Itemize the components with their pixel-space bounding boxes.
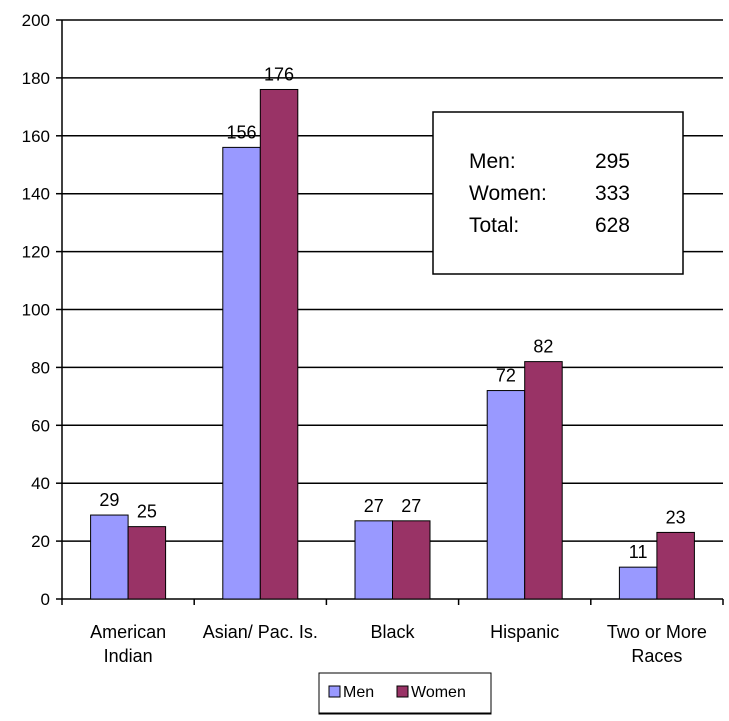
- summary-label-1: Women:: [469, 182, 547, 205]
- bar-women-3: [524, 361, 563, 600]
- x-category-label-2-0: Black: [370, 622, 415, 642]
- data-label-men-4: 11: [629, 542, 648, 562]
- y-tick-label-120: 120: [22, 243, 50, 262]
- data-label-women-4: 23: [666, 507, 686, 527]
- data-label-women-2: 27: [401, 496, 421, 516]
- y-tick-label-100: 100: [22, 301, 50, 320]
- x-category-label-4-0: Two or More: [607, 622, 707, 642]
- bar-men-2: [354, 520, 393, 600]
- y-tick-label-0: 0: [41, 590, 50, 609]
- y-tick-label-180: 180: [22, 69, 50, 88]
- data-label-women-0: 25: [137, 502, 157, 522]
- legend-swatch-women: [396, 685, 409, 698]
- data-label-men-3: 72: [496, 366, 516, 386]
- y-tick-label-20: 20: [31, 532, 50, 551]
- legend-label-men: Men: [343, 684, 374, 701]
- data-label-women-1: 176: [264, 64, 294, 84]
- bar-women-2: [392, 520, 431, 600]
- data-label-men-2: 27: [364, 496, 384, 516]
- bar-women-4: [656, 531, 695, 600]
- legend-label-women: Women: [411, 684, 466, 701]
- bar-women-1: [259, 88, 299, 600]
- bar-men-3: [486, 390, 526, 600]
- summary-value-2: 628: [595, 214, 630, 237]
- x-category-label-4-1: Races: [631, 646, 682, 666]
- bar-men-1: [222, 146, 261, 600]
- summary-label-2: Total:: [469, 214, 519, 237]
- data-label-men-1: 156: [227, 122, 257, 142]
- summary-value-1: 333: [595, 182, 630, 205]
- x-category-label-1-0: Asian/ Pac. Is.: [203, 622, 318, 642]
- y-tick-label-60: 60: [31, 416, 50, 435]
- bar-women-0: [127, 526, 167, 600]
- data-label-men-0: 29: [99, 490, 119, 510]
- bar-men-0: [90, 514, 129, 600]
- legend-swatch-men: [328, 685, 341, 698]
- y-tick-label-40: 40: [31, 474, 50, 493]
- summary-box: [432, 111, 684, 275]
- summary-value-0: 295: [595, 150, 630, 173]
- summary-label-0: Men:: [469, 150, 516, 173]
- x-category-label-0-1: Indian: [104, 646, 153, 666]
- y-tick-label-160: 160: [22, 127, 50, 146]
- x-category-label-0-0: American: [90, 622, 166, 642]
- y-tick-label-200: 200: [22, 11, 50, 30]
- y-tick-label-140: 140: [22, 185, 50, 204]
- data-label-women-3: 82: [533, 337, 553, 357]
- y-tick-label-80: 80: [31, 358, 50, 377]
- x-category-label-3-0: Hispanic: [490, 622, 559, 642]
- bar-men-4: [618, 566, 658, 600]
